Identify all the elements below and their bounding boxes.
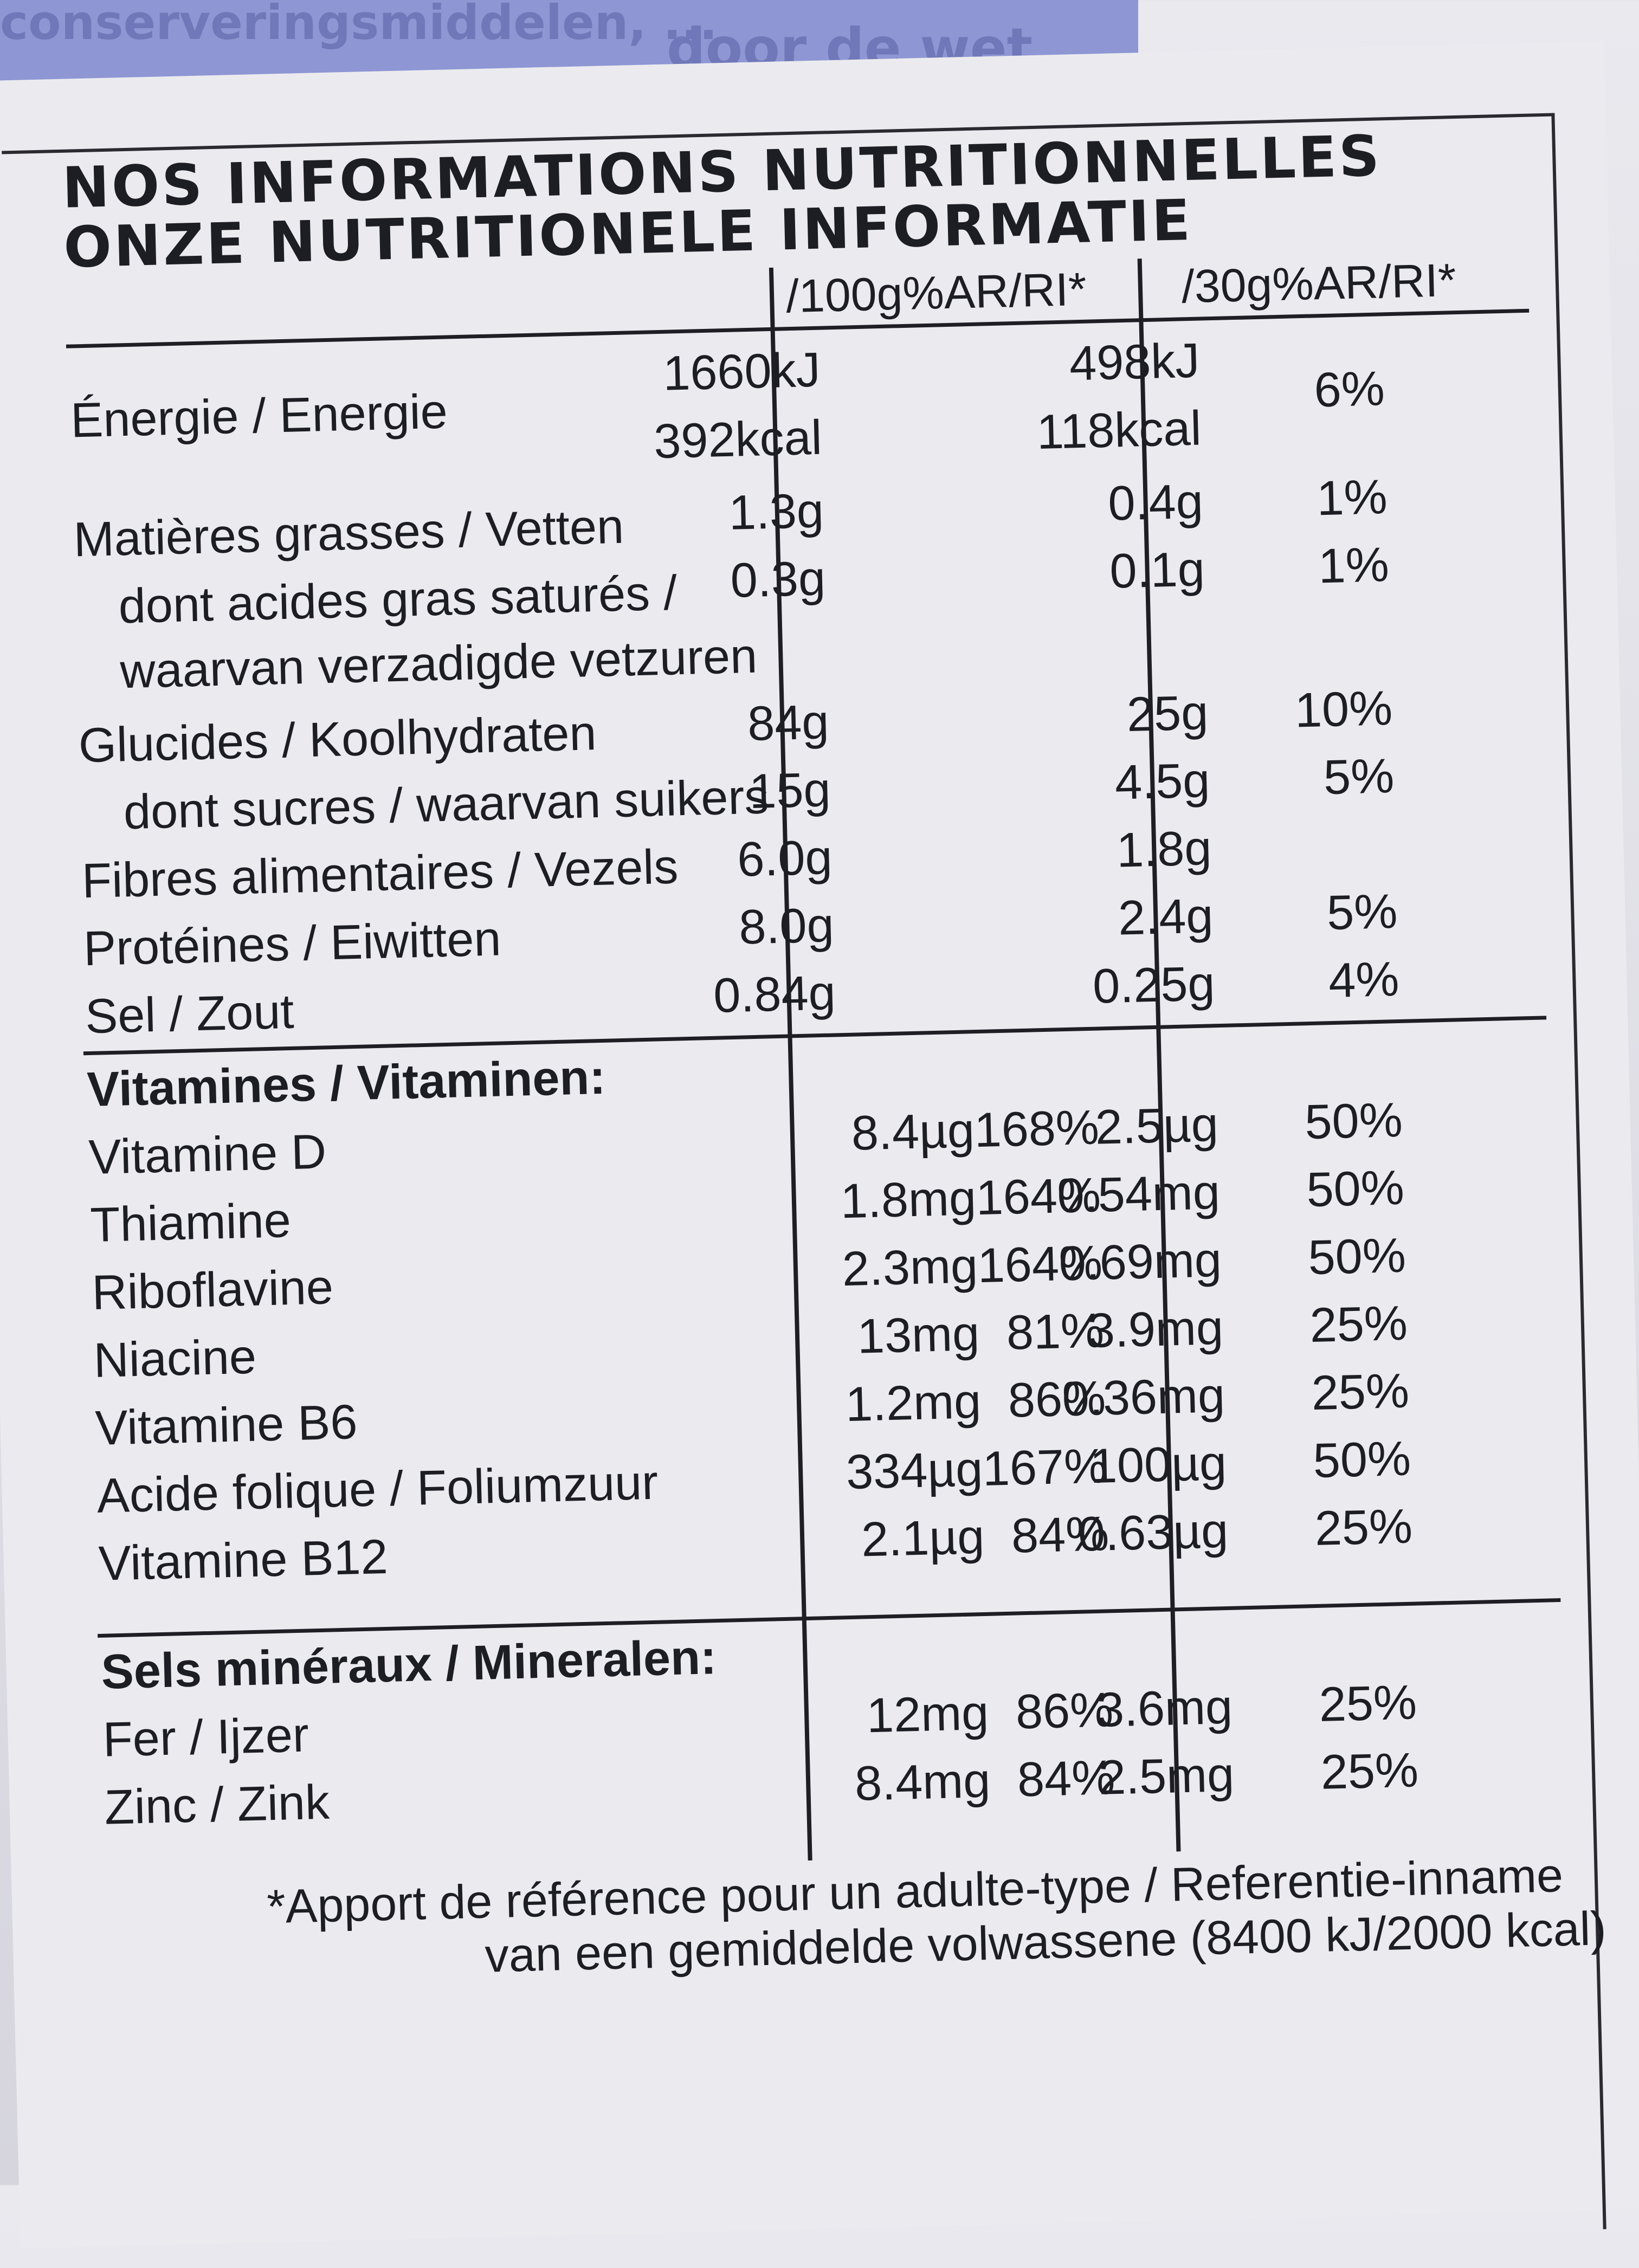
thiamine-ri-30g: 50% bbox=[1306, 1160, 1405, 1218]
zinc-30g: 2.5mg bbox=[1098, 1747, 1235, 1805]
column-header-per-30g: /30g%AR/RI* bbox=[1180, 254, 1457, 313]
iron-ri-30g: 25% bbox=[1318, 1675, 1418, 1732]
sugars-100g: 15g bbox=[748, 763, 831, 819]
row-label-protein: Protéines / Eiwitten bbox=[82, 912, 502, 977]
fat-30g: 0.4g bbox=[1107, 474, 1204, 531]
vit-b12-100g: 2.1µg bbox=[860, 1509, 985, 1567]
niacine-100g: 13mg bbox=[856, 1307, 980, 1364]
riboflavine-30g: 0.69mg bbox=[1058, 1233, 1223, 1291]
vit-b6-ri-30g: 25% bbox=[1311, 1364, 1410, 1421]
salt-100g: 0.84g bbox=[713, 966, 836, 1023]
energy-kcal-30g: 118kcal bbox=[1036, 401, 1202, 460]
vit-b12-30g: 0.63µg bbox=[1077, 1503, 1229, 1562]
niacine-30g: 3.9mg bbox=[1087, 1301, 1224, 1359]
vit-d-label: Vitamine D bbox=[88, 1125, 327, 1185]
vit-d-100g: 8.4µg bbox=[850, 1103, 976, 1161]
protein-30g: 2.4g bbox=[1117, 889, 1214, 946]
thiamine-label: Thiamine bbox=[89, 1193, 292, 1253]
fat-100g: 1.3g bbox=[728, 483, 825, 540]
row-label-salt: Sel / Zout bbox=[85, 984, 295, 1044]
carbs-30g: 25g bbox=[1126, 686, 1209, 742]
thiamine-30g: 0.54mg bbox=[1056, 1165, 1221, 1224]
vit-d-ri-100g: 168% bbox=[973, 1100, 1100, 1158]
energy-kj-100g: 1660kJ bbox=[662, 343, 821, 401]
zinc-100g: 8.4mg bbox=[854, 1753, 991, 1811]
sugars-ri-30g: 5% bbox=[1322, 749, 1395, 805]
nutrition-panel: NOS INFORMATIONS NUTRITIONNELLES ONZE NU… bbox=[0, 41, 1639, 2267]
niacine-ri-30g: 25% bbox=[1309, 1296, 1409, 1353]
saturated-ri-30g: 1% bbox=[1318, 538, 1390, 594]
energy-kcal-100g: 392kcal bbox=[653, 410, 823, 469]
vit-b12-ri-30g: 25% bbox=[1314, 1499, 1414, 1556]
fibre-30g: 1.8g bbox=[1115, 821, 1212, 878]
niacine-label: Niacine bbox=[93, 1329, 257, 1388]
sugars-30g: 4.5g bbox=[1114, 753, 1211, 810]
vit-b6-label: Vitamine B6 bbox=[94, 1395, 358, 1456]
folic-acid-30g: 100µg bbox=[1089, 1436, 1228, 1494]
thiamine-100g: 1.8mg bbox=[840, 1171, 977, 1229]
salt-30g: 0.25g bbox=[1092, 957, 1216, 1014]
saturated-30g: 0.1g bbox=[1109, 542, 1205, 599]
column-header-per-100g: /100g%AR/RI* bbox=[785, 263, 1087, 323]
energy-ri-30g: 6% bbox=[1313, 361, 1385, 418]
saturated-100g: 0.3g bbox=[730, 551, 827, 608]
row-label-energy: Énergie / Energie bbox=[70, 384, 448, 448]
protein-ri-30g: 5% bbox=[1326, 884, 1398, 941]
riboflavine-100g: 2.3mg bbox=[841, 1239, 979, 1297]
fibre-100g: 6.0g bbox=[737, 830, 833, 887]
carbs-100g: 84g bbox=[747, 695, 830, 752]
protein-100g: 8.0g bbox=[738, 898, 835, 955]
band-text-left: conserveringsmiddelen, ... bbox=[0, 0, 718, 50]
vit-d-30g: 2.5µg bbox=[1094, 1097, 1219, 1155]
zinc-label: Zinc / Zink bbox=[104, 1775, 331, 1835]
folic-acid-ri-30g: 50% bbox=[1312, 1431, 1412, 1489]
iron-100g: 12mg bbox=[866, 1685, 990, 1743]
vit-b6-100g: 1.2mg bbox=[844, 1374, 982, 1432]
fat-ri-30g: 1% bbox=[1316, 470, 1388, 526]
vit-b12-label: Vitamine B12 bbox=[98, 1529, 389, 1591]
riboflavine-label: Riboflavine bbox=[91, 1260, 334, 1321]
iron-label: Fer / Ijzer bbox=[102, 1708, 310, 1767]
zinc-ri-30g: 25% bbox=[1320, 1743, 1419, 1800]
folic-acid-100g: 334µg bbox=[845, 1442, 984, 1500]
salt-ri-30g: 4% bbox=[1328, 952, 1400, 1009]
carbs-ri-30g: 10% bbox=[1294, 681, 1393, 738]
vit-b6-30g: 0.36mg bbox=[1061, 1368, 1226, 1427]
energy-kj-30g: 498kJ bbox=[1068, 333, 1201, 391]
vit-d-ri-30g: 50% bbox=[1304, 1093, 1403, 1150]
riboflavine-ri-30g: 50% bbox=[1307, 1228, 1406, 1285]
iron-30g: 3.6mg bbox=[1096, 1679, 1234, 1737]
